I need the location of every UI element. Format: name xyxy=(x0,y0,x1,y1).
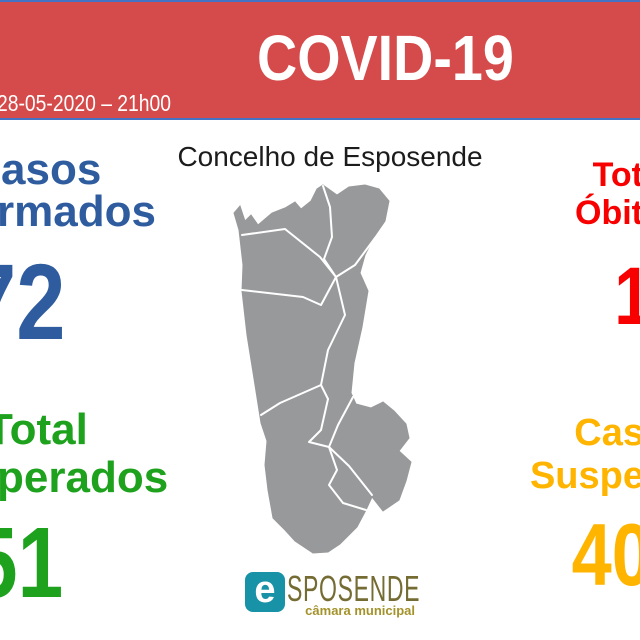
suspected-cases-label-line1: Cas xyxy=(574,412,640,454)
deaths-label-line2: Óbit xyxy=(575,194,640,232)
logo-municipality-name: SPOSENDE xyxy=(287,568,421,609)
header-banner xyxy=(0,2,640,118)
recovered-value: 51 xyxy=(0,507,64,619)
logo-e-badge: e xyxy=(245,571,285,612)
confirmed-cases-value: 72 xyxy=(0,241,66,362)
region-title: Concelho de Esposende xyxy=(177,141,483,172)
covid-title: COVID-19 xyxy=(257,22,514,94)
esposende-municipality-map xyxy=(225,183,437,555)
parish-boundaries xyxy=(241,185,376,511)
banner-bottom-border-line xyxy=(0,118,640,120)
deaths-value: 1 xyxy=(615,256,640,338)
recovered-label-line2: perados xyxy=(0,453,169,502)
report-datetime: 28-05-2020 – 21h00 xyxy=(0,90,172,116)
map-svg xyxy=(233,184,412,554)
confirmed-cases-label-line2: rmados xyxy=(0,187,156,236)
top-border-line xyxy=(0,0,640,2)
deaths-label-line1: Tot xyxy=(592,156,640,194)
confirmed-cases-label-line1: asos xyxy=(1,145,102,194)
recovered-label-line1: Total xyxy=(0,405,88,454)
map-outline xyxy=(233,184,412,554)
suspected-cases-value: 40 xyxy=(571,505,640,604)
suspected-cases-label-line2: Suspe xyxy=(529,455,640,497)
logo-subtitle: câmara municipal xyxy=(305,603,415,618)
